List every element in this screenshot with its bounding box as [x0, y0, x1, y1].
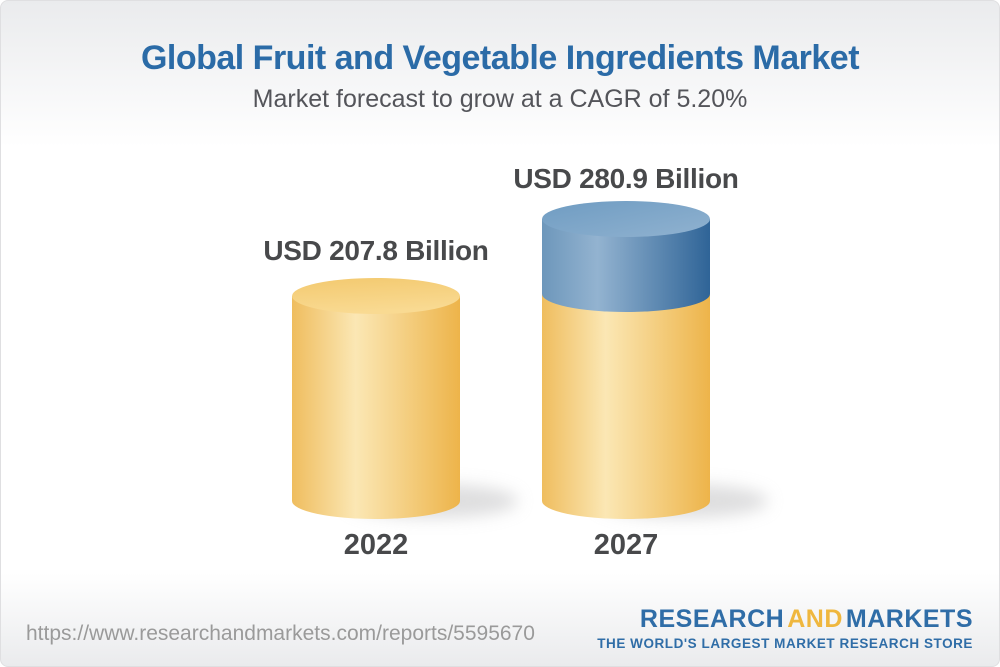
axis-label-2022: 2022 [343, 529, 409, 561]
value-label-2027: USD 280.9 Billion [513, 163, 739, 194]
page-title: Global Fruit and Vegetable Ingredients M… [140, 39, 860, 77]
report-url: https://www.researchandmarkets.com/repor… [26, 622, 535, 645]
research-and-markets-logo: RESEARCH AND MARKETS THE WORLD'S LARGEST M… [597, 607, 973, 651]
cylinder-2022 [292, 278, 460, 519]
logo-word-markets: MARKETS [845, 605, 973, 633]
axis-label-2027: 2027 [593, 529, 659, 561]
cylinder-2027 [542, 201, 710, 519]
value-label-2022: USD 207.8 Billion [263, 235, 489, 266]
page-subtitle: Market forecast to grow at a CAGR of 5.2… [252, 85, 748, 113]
logo-word-research: RESEARCH [639, 605, 785, 633]
logo-tagline: THE WORLD'S LARGEST MARKET RESEARCH STOR… [597, 636, 973, 651]
logo-word-and: AND [787, 605, 843, 633]
logo-wordmark: RESEARCH AND MARKETS [597, 607, 973, 632]
